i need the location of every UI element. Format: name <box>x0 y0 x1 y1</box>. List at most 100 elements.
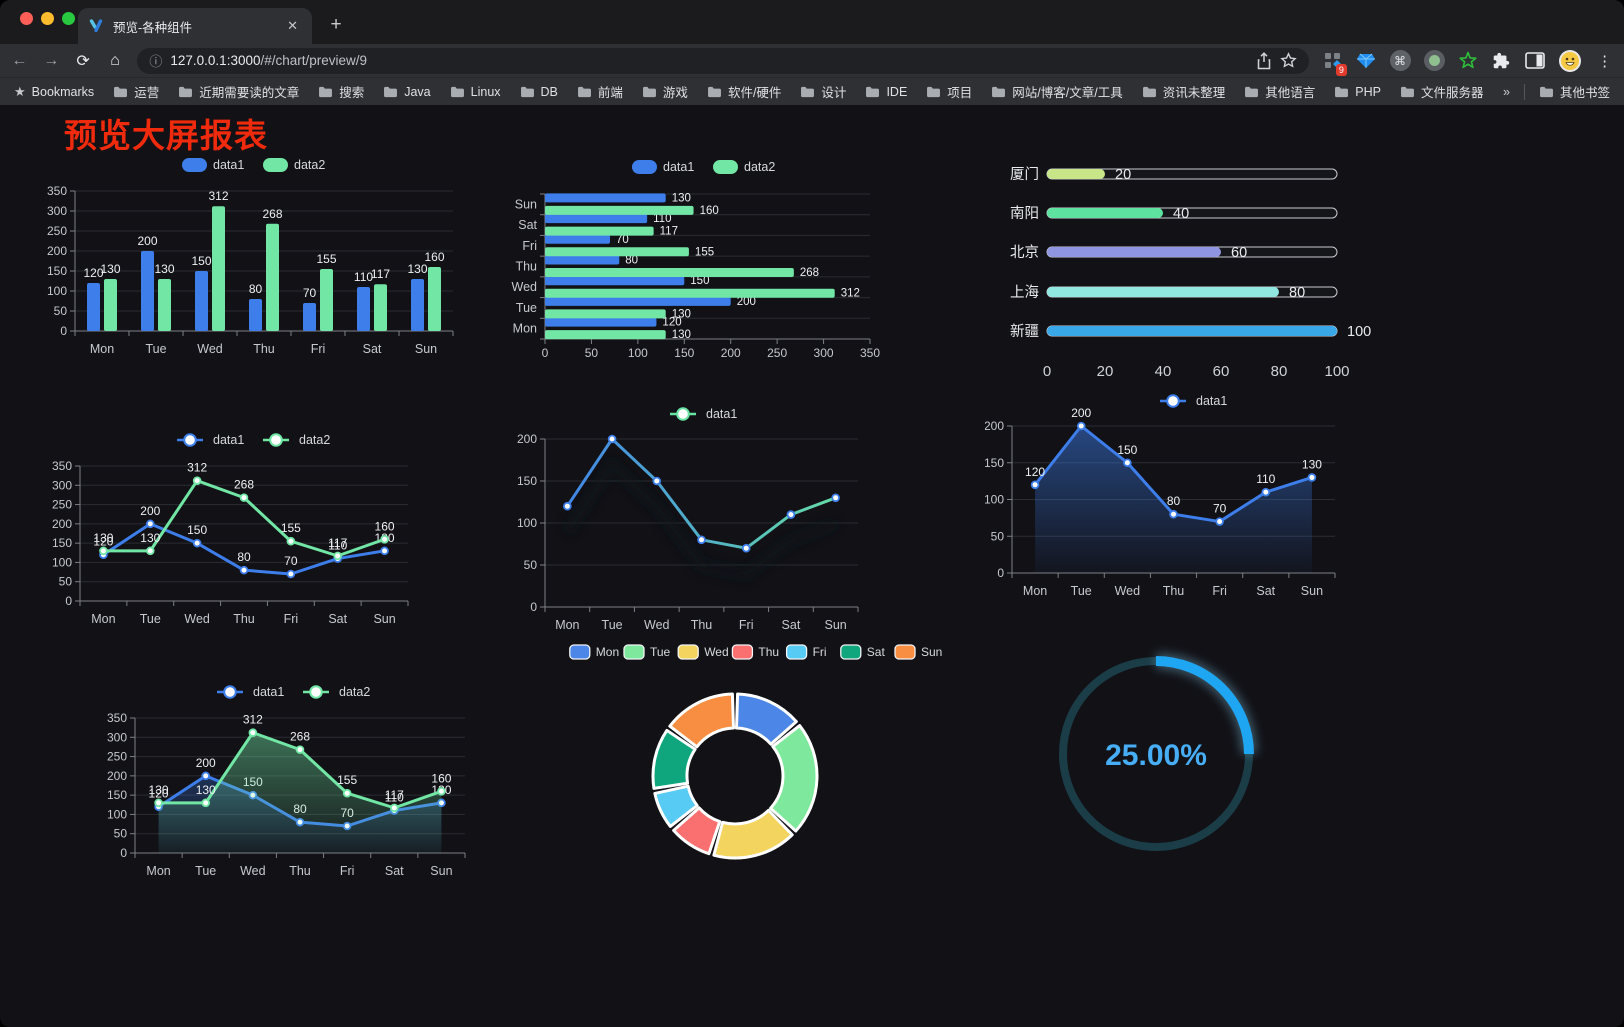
maximize-window-button[interactable] <box>62 12 75 25</box>
svg-text:Tue: Tue <box>140 612 161 626</box>
other-bookmarks-folder[interactable]: 其他书签 <box>1539 82 1610 101</box>
legend-item-Sat[interactable]: Sat <box>840 644 886 660</box>
forward-icon[interactable]: → <box>43 51 60 69</box>
legend-item-Wed[interactable]: Wed <box>677 644 729 660</box>
tab-close-icon[interactable]: ✕ <box>287 18 298 33</box>
bookmark-folder-7[interactable]: 游戏 <box>642 82 688 101</box>
bookmarks-divider <box>1523 83 1525 100</box>
profile-avatar[interactable] <box>1558 49 1582 73</box>
pie-slice-Sat[interactable] <box>651 728 697 790</box>
back-icon[interactable]: ← <box>11 51 28 69</box>
svg-text:130: 130 <box>154 262 174 276</box>
share-icon[interactable] <box>1256 51 1272 70</box>
reload-icon[interactable]: ⟳ <box>76 52 90 70</box>
pie-slice-Sun[interactable] <box>668 692 735 749</box>
new-tab-button[interactable]: + <box>330 14 342 35</box>
bookmark-folder-3[interactable]: Java <box>383 85 431 99</box>
extension-green-star-icon[interactable] <box>1458 49 1479 73</box>
legend-item-Fri[interactable]: Fri <box>785 644 827 660</box>
extension-gem-icon[interactable] <box>1356 49 1377 73</box>
bookmark-folder-1[interactable]: 近期需要读的文章 <box>178 82 299 101</box>
svg-text:50: 50 <box>524 558 538 572</box>
legend-item-data2[interactable]: data2 <box>303 685 370 699</box>
svg-text:上海: 上海 <box>1010 284 1039 301</box>
svg-text:150: 150 <box>517 474 537 488</box>
bookmark-folder-10[interactable]: IDE <box>865 85 907 99</box>
legend-item-data1[interactable]: data1 <box>632 160 694 174</box>
svg-text:312: 312 <box>208 189 228 203</box>
bookmark-folder-13[interactable]: 资讯未整理 <box>1142 82 1225 101</box>
browser-tab[interactable]: 预览-各种组件 ✕ <box>78 8 312 44</box>
pie-slice-Fri[interactable] <box>653 784 699 828</box>
svg-text:110: 110 <box>653 213 671 225</box>
legend-item-data2[interactable]: data2 <box>263 433 330 447</box>
bookmark-folder-9[interactable]: 设计 <box>800 82 846 101</box>
legend-item-data2[interactable]: data2 <box>713 160 775 174</box>
gauge-progress-arc <box>1155 656 1254 755</box>
extension-grid-diamond-icon[interactable]: 9 <box>1322 49 1347 76</box>
legend-item-Mon[interactable]: Mon <box>569 644 619 660</box>
bookmark-folder-4[interactable]: Linux <box>450 85 501 99</box>
minimize-window-button[interactable] <box>41 12 54 25</box>
legend-item-Thu[interactable]: Thu <box>731 644 779 660</box>
svg-text:Wed: Wed <box>512 280 538 294</box>
url-text[interactable]: 127.0.0.1:3000/#/chart/preview/9 <box>170 53 368 68</box>
legend-item-Sun[interactable]: Sun <box>894 644 942 660</box>
legend-item-data1[interactable]: data1 <box>177 433 244 447</box>
svg-text:0: 0 <box>997 566 1004 580</box>
svg-text:Thu: Thu <box>758 645 779 659</box>
bookmark-folder-11[interactable]: 项目 <box>926 82 972 101</box>
svg-text:20: 20 <box>1097 363 1114 380</box>
svg-text:80: 80 <box>625 255 638 267</box>
svg-text:130: 130 <box>93 531 113 545</box>
pie-slice-Tue[interactable] <box>769 724 819 833</box>
bookmark-folder-16[interactable]: 文件服务器 <box>1400 82 1483 101</box>
svg-text:350: 350 <box>860 346 880 360</box>
bookmark-folder-15[interactable]: PHP <box>1334 85 1381 99</box>
svg-text:Mon: Mon <box>90 342 114 356</box>
legend-item-data1[interactable]: data1 <box>1160 394 1227 408</box>
bookmark-folder-5[interactable]: DB <box>520 85 558 99</box>
side-panel-icon[interactable] <box>1525 49 1546 73</box>
bookmark-folder-14[interactable]: 其他语言 <box>1244 82 1315 101</box>
svg-text:250: 250 <box>767 346 787 360</box>
legend-item-data1[interactable]: data1 <box>217 685 284 699</box>
legend-item-data1[interactable]: data1 <box>670 407 737 421</box>
address-bar[interactable]: ⓘ 127.0.0.1:3000/#/chart/preview/9 <box>137 47 1310 74</box>
browser-menu-icon[interactable]: ⋮ <box>1597 52 1613 70</box>
svg-text:Wed: Wed <box>197 342 223 356</box>
svg-text:130: 130 <box>672 308 691 320</box>
bookmark-bookmarks[interactable]: ★ Bookmarks <box>14 83 95 99</box>
chart-bar-grouped: 0 50 100 150 200 250 300 350 Mon Tue Wed Thu Fri Sat S… <box>45 143 465 371</box>
extensions-puzzle-icon[interactable] <box>1491 49 1512 73</box>
bookmark-folder-2[interactable]: 搜索 <box>318 82 364 101</box>
extension-record-icon[interactable] <box>1423 49 1445 73</box>
pie-slice-Thu[interactable] <box>672 806 722 856</box>
extension-command-icon[interactable]: ⌘ <box>1389 49 1411 73</box>
svg-text:100: 100 <box>1347 324 1371 340</box>
close-window-button[interactable] <box>20 12 33 25</box>
bookmark-folder-8[interactable]: 软件/硬件 <box>707 82 781 101</box>
bookmark-folder-12[interactable]: 网站/博客/文章/工具 <box>991 82 1123 101</box>
legend-item-data2[interactable]: data2 <box>263 158 325 172</box>
legend-item-data1[interactable]: data1 <box>182 158 244 172</box>
svg-text:data1: data1 <box>213 433 244 447</box>
svg-text:110: 110 <box>385 791 404 805</box>
svg-text:50: 50 <box>54 304 68 318</box>
svg-text:80: 80 <box>1271 363 1288 380</box>
svg-text:160: 160 <box>424 250 444 264</box>
bookmarks-overflow-icon[interactable]: » <box>1503 84 1510 99</box>
home-icon[interactable]: ⌂ <box>110 51 120 69</box>
svg-text:200: 200 <box>140 504 160 518</box>
bookmark-star-icon[interactable] <box>1280 52 1298 69</box>
pie-slice-Mon[interactable] <box>735 692 798 746</box>
legend-item-Tue[interactable]: Tue <box>623 644 671 660</box>
progress-fill-上海 <box>1047 287 1279 297</box>
svg-text:Thu: Thu <box>515 260 537 274</box>
bookmark-folder-0[interactable]: 运营 <box>113 82 159 101</box>
site-info-icon[interactable]: ⓘ <box>149 54 163 69</box>
pie-slice-Wed[interactable] <box>712 808 794 860</box>
svg-text:200: 200 <box>721 346 741 360</box>
bookmark-folder-6[interactable]: 前端 <box>577 82 623 101</box>
svg-text:200: 200 <box>137 234 157 248</box>
